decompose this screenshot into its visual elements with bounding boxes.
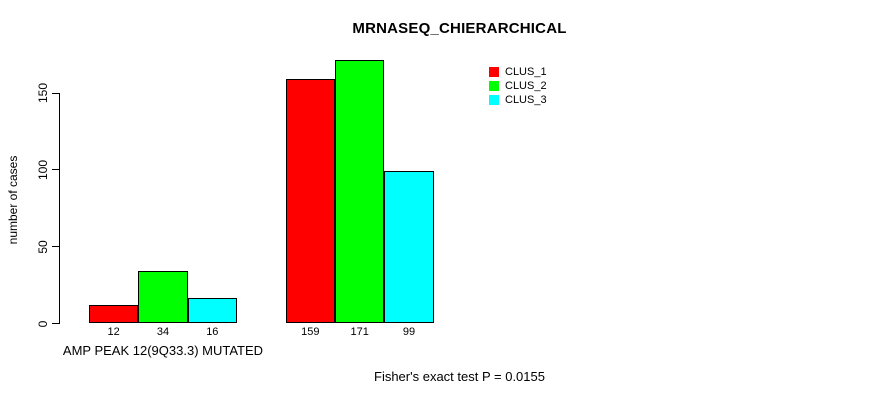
legend-label-clus-3: CLUS_3 — [505, 94, 547, 106]
bar-value-label: 12 — [107, 326, 120, 338]
legend-swatch-clus-3-icon — [489, 95, 499, 105]
bar-value-label: 159 — [301, 326, 320, 338]
legend: CLUS_1 CLUS_2 CLUS_3 — [489, 65, 547, 107]
legend-item-clus-3: CLUS_3 — [489, 93, 547, 107]
bar-value-label: 16 — [206, 326, 219, 338]
legend-label-clus-1: CLUS_1 — [505, 66, 547, 78]
y-tick-label: 0 — [36, 320, 50, 327]
y-tick-label: 150 — [36, 82, 50, 104]
legend-label-clus-2: CLUS_2 — [505, 80, 547, 92]
bar-clus_2-group1 — [138, 270, 188, 323]
legend-swatch-clus-2-icon — [489, 81, 499, 91]
bar-clus_3-group1 — [187, 298, 237, 323]
bar-clus_1-group1 — [89, 304, 139, 323]
legend-swatch-clus-1-icon — [489, 67, 499, 77]
legend-item-clus-2: CLUS_2 — [489, 79, 547, 93]
y-tick-label: 100 — [36, 159, 50, 180]
x-group-label: AMP PEAK 12(9Q33.3) MUTATED — [62, 343, 264, 358]
y-axis-line — [59, 92, 60, 324]
chart-title: MRNASEQ_CHIERARCHICAL — [352, 20, 567, 37]
bar-value-label: 99 — [402, 326, 416, 338]
bar-clus_1-group2 — [285, 78, 336, 323]
bar-clus_3-group2 — [384, 170, 434, 323]
y-tick-label: 50 — [36, 239, 50, 254]
y-tick — [52, 169, 59, 171]
fisher-test-annotation: Fisher's exact test P = 0.0155 — [374, 369, 545, 384]
bar-value-label: 34 — [156, 326, 170, 338]
bar-clus_2-group2 — [335, 60, 385, 323]
legend-item-clus-1: CLUS_1 — [489, 65, 547, 79]
bar-value-label: 171 — [350, 326, 369, 338]
y-tick — [52, 246, 59, 248]
y-tick — [52, 323, 59, 324]
y-tick — [52, 92, 59, 94]
